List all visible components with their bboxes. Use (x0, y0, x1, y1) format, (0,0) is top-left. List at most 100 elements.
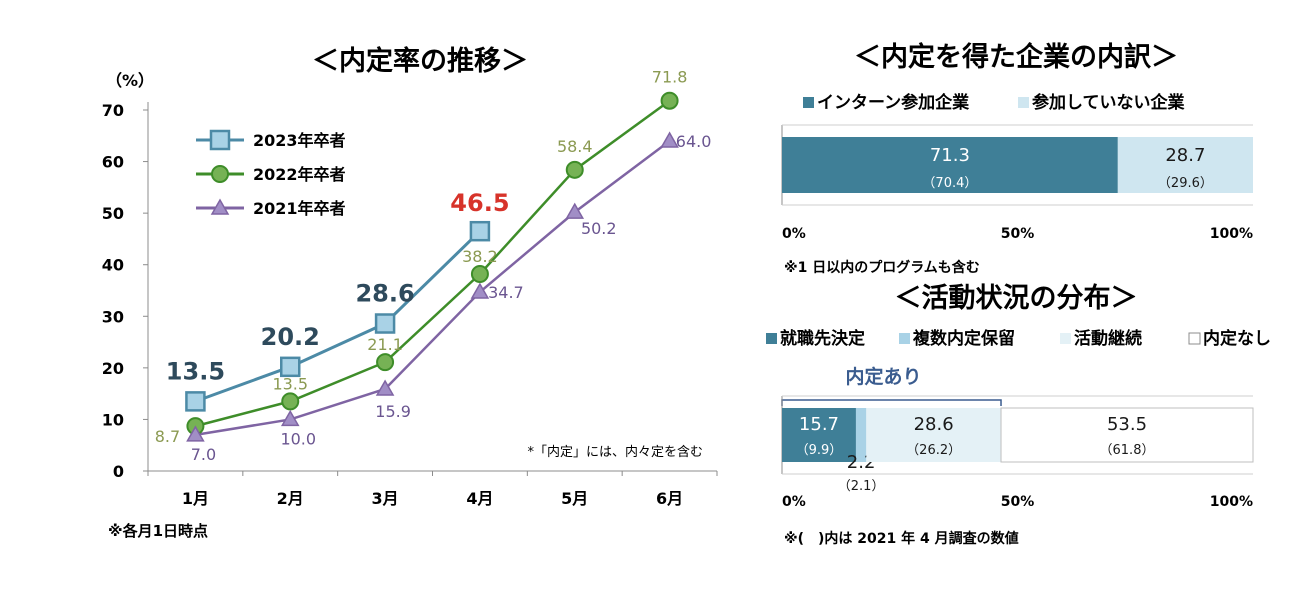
x-tick-label: 50% (1001, 494, 1035, 510)
series-markers (185, 91, 679, 442)
legend-label: 複数内定保留 (912, 328, 1015, 349)
legend-label: 2023年卒者 (253, 131, 346, 150)
y-tick-label: 70 (102, 101, 124, 120)
data-label: 8.7 (155, 427, 180, 446)
series-line-2023年卒者 (194, 230, 481, 403)
data-label: 50.2 (581, 219, 617, 238)
y-tick-labels: 0 10 20 30 40 50 60 70 (102, 101, 124, 481)
marker-2022年卒者 (376, 353, 395, 372)
legend-label: インターン参加企業 (817, 92, 969, 113)
x-tick-label: 2月 (277, 489, 304, 508)
line-chart-title: ＜内定率の推移＞ (312, 45, 528, 77)
marker-2022年卒者 (470, 264, 489, 283)
marker-2021年卒者 (660, 131, 679, 148)
series-line-2022年卒者 (195, 99, 671, 428)
x-tick-label: 1月 (182, 489, 209, 508)
line-chart: ＜内定率の推移＞ （%） 0 10 20 30 40 50 60 70 1月 2月 3月 4月 5月 6… (102, 45, 718, 540)
y-tick-label: 20 (102, 359, 124, 378)
bar-segment-インターン参加企業 (782, 137, 1118, 193)
data-label: 64.0 (676, 132, 712, 151)
x-tick-label: 100% (1210, 494, 1253, 510)
activity-status-x-ticks: 0% 50% 100% (782, 494, 1253, 510)
activity-status-footnote: ※( )内は 2021 年 4 月調査の数値 (784, 530, 1019, 547)
legend-label: 内定なし (1203, 328, 1271, 349)
marker-2021年卒者 (280, 409, 300, 427)
legend-marker (210, 198, 230, 215)
data-label: 13.5 (272, 374, 308, 393)
x-tick-label: 5月 (561, 489, 588, 508)
marker-2021年卒者 (186, 425, 205, 442)
bar-value-label: 15.7 (799, 414, 839, 435)
activity-status-title: ＜活動状況の分布＞ (895, 283, 1138, 314)
bracket-label: 内定あり (845, 365, 921, 388)
bar-value-label: 28.6 (914, 414, 954, 435)
line-chart-annotation: *「内定」には、内々定を含む (527, 444, 703, 460)
x-tick-label: 50% (1001, 226, 1035, 242)
data-label: 7.0 (191, 445, 216, 464)
bar-value-label: 28.7 (1165, 145, 1205, 166)
data-label: 71.8 (652, 68, 688, 87)
data-label: 10.0 (280, 429, 316, 448)
bar-previous-label: （9.9） (796, 443, 843, 458)
legend-swatch (803, 97, 814, 108)
data-label: 38.2 (462, 247, 498, 266)
marker-2023年卒者 (374, 313, 396, 334)
y-tick-label: 30 (102, 307, 124, 326)
offer-bracket: 内定あり (781, 365, 1002, 406)
company-breakdown-footnote: ※1 日以内のプログラムも含む (784, 259, 980, 276)
legend-marker (211, 165, 229, 183)
company-breakdown-chart: ＜内定を得た企業の内訳＞ インターン参加企業 参加していない企業 71.3 （70.… (781, 41, 1253, 276)
bar-segment-複数内定保留 (855, 408, 867, 462)
x-tick-label: 6月 (656, 489, 683, 508)
x-tick-label: 4月 (466, 489, 493, 508)
data-label: 15.9 (375, 402, 411, 421)
activity-status-legend: 就職先決定 複数内定保留 活動継続 内定なし (766, 328, 1271, 349)
x-tick-label: 0% (782, 494, 806, 510)
legend-swatch (1060, 333, 1071, 344)
marker-2022年卒者 (281, 392, 300, 411)
data-label: 58.4 (557, 137, 593, 156)
bar-previous-label: （61.8） (1100, 443, 1155, 458)
data-label: 20.2 (261, 323, 320, 351)
company-breakdown-x-ticks: 0% 50% 100% (782, 226, 1253, 242)
marker-2021年卒者 (470, 282, 490, 299)
legend-marker (209, 129, 231, 151)
line-chart-footnote: ※各月1日時点 (108, 522, 208, 540)
y-tick-label: 10 (102, 410, 124, 429)
marker-2021年卒者 (375, 379, 395, 396)
bar-previous-label: （26.2） (906, 443, 961, 458)
company-breakdown-bars: 71.3 （70.4） 28.7 （29.6） (781, 124, 1253, 206)
bar-value-label: 53.5 (1107, 414, 1147, 435)
legend-label: 参加していない企業 (1032, 92, 1185, 113)
line-chart-legend: 2023年卒者 2022年卒者 2021年卒者 (196, 129, 346, 218)
data-label: 21.1 (367, 335, 403, 354)
legend-label: 就職先決定 (780, 328, 865, 349)
series-line-2021年卒者 (195, 139, 671, 437)
series-lines (194, 99, 671, 437)
legend-swatch (1188, 332, 1201, 345)
bar-previous-label: （29.6） (1158, 176, 1213, 191)
y-tick-label: 50 (102, 204, 124, 223)
marker-2022年卒者 (565, 160, 584, 179)
data-label: 28.6 (355, 280, 414, 308)
y-axis-unit-label: （%） (106, 71, 154, 90)
data-label: 34.7 (488, 283, 524, 302)
marker-2023年卒者 (280, 356, 301, 378)
y-tick-label: 60 (102, 153, 124, 172)
y-tick-label: 0 (113, 462, 124, 481)
x-tick-label: 3月 (372, 489, 399, 508)
bar-segment-就職先決定 (782, 408, 856, 462)
activity-status-bars: 15.7（9.9）2.2（2.1）28.6（26.2）53.5（61.8） (781, 395, 1254, 494)
x-tick-labels: 1月 2月 3月 4月 5月 6月 (182, 489, 683, 508)
company-breakdown-title: ＜内定を得た企業の内訳＞ (854, 41, 1178, 73)
company-breakdown-legend: インターン参加企業 参加していない企業 (803, 92, 1185, 113)
bar-previous-label: （70.4） (922, 176, 977, 191)
marker-2022年卒者 (660, 91, 679, 110)
marker-2023年卒者 (185, 391, 206, 412)
data-labels: 13.5 20.2 28.6 46.5 8.7 13.5 21.1 38.2 58.4 71.8 7… (155, 68, 712, 464)
bar-previous-label: （2.1） (838, 479, 885, 494)
activity-status-chart: ＜活動状況の分布＞ 就職先決定 複数内定保留 活動継続 内定なし 内定あり 15.7 （… (766, 283, 1271, 547)
bar-value-label: 71.3 (930, 145, 970, 166)
marker-2021年卒者 (565, 202, 585, 219)
